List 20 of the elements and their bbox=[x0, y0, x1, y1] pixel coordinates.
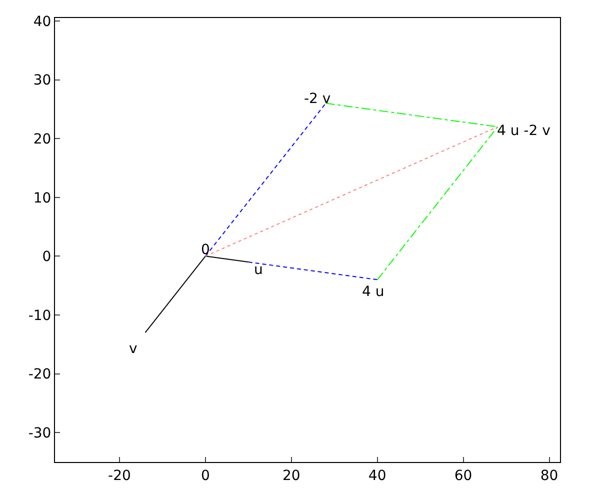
y-tick-label: -10 bbox=[28, 308, 52, 324]
x-tick-label: 40 bbox=[368, 468, 386, 484]
annotation: -2 v bbox=[304, 91, 331, 107]
y-tick-label: 0 bbox=[42, 249, 52, 266]
x-tick-label: 0 bbox=[200, 468, 210, 484]
y-tick-label: -30 bbox=[28, 426, 52, 442]
y-tick-label: 20 bbox=[33, 131, 52, 148]
y-tick-label: 30 bbox=[33, 72, 52, 89]
annotation: u bbox=[254, 262, 263, 278]
y-tick-label: 40 bbox=[33, 14, 52, 30]
x-tick-label: 80 bbox=[540, 468, 558, 484]
annotation: 4 u -2 v bbox=[497, 123, 550, 139]
annotation: 4 u bbox=[362, 284, 384, 300]
annotation: 0 bbox=[201, 242, 210, 258]
x-tick-label: 20 bbox=[282, 468, 300, 484]
y-tick-label: -20 bbox=[28, 366, 52, 383]
x-tick-label: -20 bbox=[108, 468, 131, 484]
annotation: v bbox=[129, 341, 138, 357]
x-tick-label: 60 bbox=[454, 468, 472, 484]
y-tick-label: 10 bbox=[33, 190, 52, 206]
